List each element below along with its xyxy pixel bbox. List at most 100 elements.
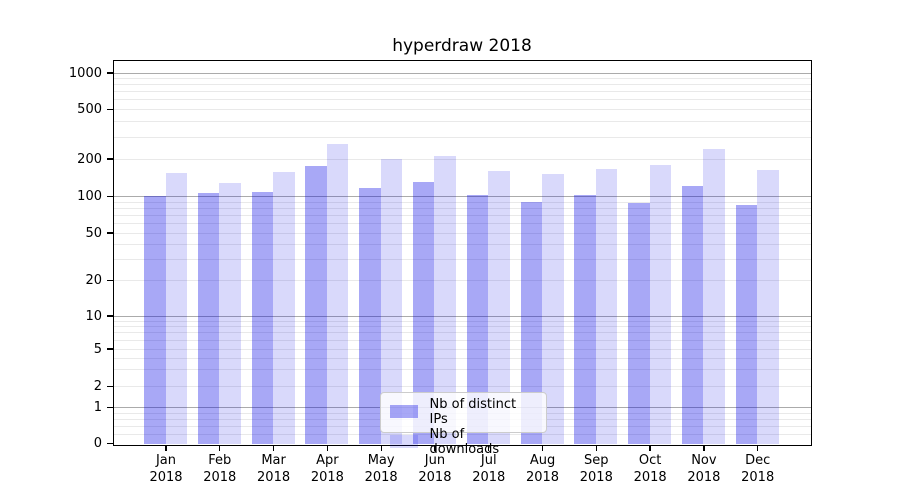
plot-area: Nb of distinct IPs Nb of downloads xyxy=(112,59,812,457)
bar-downloads-aug xyxy=(542,174,564,444)
bar-distinct-ips-aug xyxy=(520,201,543,444)
gridline-minor xyxy=(113,84,811,86)
x-tick-label: Oct 2018 xyxy=(633,453,667,485)
gridline-minor xyxy=(113,339,811,341)
bar-downloads-oct xyxy=(649,165,672,444)
bar-downloads-jul xyxy=(488,170,510,444)
gridline-minor xyxy=(113,214,811,216)
y-tick xyxy=(107,348,113,350)
bar-distinct-ips-feb xyxy=(197,193,220,444)
gridline-minor xyxy=(113,78,811,80)
x-tick xyxy=(380,446,382,451)
gridline-minor xyxy=(113,121,811,123)
x-tick xyxy=(541,446,544,451)
x-tick-label: Mar 2018 xyxy=(257,453,291,485)
bar-distinct-ips-oct xyxy=(628,202,650,444)
bar-downloads-may xyxy=(380,158,403,444)
gridline-minor xyxy=(113,232,811,234)
gridline-minor xyxy=(113,109,811,110)
y-tick-label: 1 xyxy=(93,400,102,415)
x-tick xyxy=(434,446,436,451)
gridline-minor xyxy=(113,201,811,203)
y-tick xyxy=(107,158,113,160)
gridline-minor xyxy=(113,369,811,371)
x-tick-label: Jun 2018 xyxy=(418,453,452,485)
x-tick-label: Nov 2018 xyxy=(687,453,721,485)
gridline-minor xyxy=(113,386,811,387)
y-tick-label: 500 xyxy=(77,102,102,117)
y-tick-label: 20 xyxy=(85,273,102,288)
bar-distinct-ips-jan xyxy=(144,196,166,444)
legend-item-distinct-ips: Nb of distinct IPs xyxy=(389,396,537,427)
x-tick xyxy=(326,446,329,451)
y-tick-label: 5 xyxy=(93,341,102,357)
bar-distinct-ips-dec xyxy=(735,205,758,444)
gridline-major xyxy=(113,315,811,317)
x-tick xyxy=(219,446,221,451)
bar-distinct-ips-sep xyxy=(574,195,596,444)
gridline-minor xyxy=(113,244,811,246)
legend-item-downloads: Nb of downloads xyxy=(389,426,537,457)
y-tick xyxy=(107,108,113,111)
gridline-minor xyxy=(113,320,811,322)
y-tick-label: 50 xyxy=(85,225,102,241)
x-tick-label: Dec 2018 xyxy=(741,453,775,485)
bar-distinct-ips-jun xyxy=(412,181,435,444)
x-tick xyxy=(272,446,275,451)
gridline-minor xyxy=(113,280,811,281)
y-tick-label: 0 xyxy=(93,436,102,451)
bar-distinct-ips-mar xyxy=(251,191,274,444)
bar-downloads-feb xyxy=(219,183,241,444)
y-tick-label: 200 xyxy=(77,151,102,167)
y-tick-label: 100 xyxy=(77,189,102,204)
legend-swatch-distinct-ips xyxy=(389,405,418,418)
bar-downloads-dec xyxy=(757,170,779,444)
y-tick xyxy=(107,72,113,74)
bar-downloads-jun xyxy=(434,155,456,444)
x-tick-label: Jul 2018 xyxy=(472,453,506,485)
x-tick-label: Apr 2018 xyxy=(310,453,344,485)
x-tick-label: Sep 2018 xyxy=(579,453,613,485)
bar-downloads-mar xyxy=(273,171,295,444)
chart-title: hyperdraw 2018 xyxy=(392,36,532,56)
bar-downloads-jan xyxy=(165,172,187,444)
x-tick xyxy=(649,446,651,451)
gridline-minor xyxy=(113,434,811,436)
y-tick xyxy=(107,232,113,234)
gridline-minor xyxy=(113,348,811,350)
x-tick-label: Feb 2018 xyxy=(203,453,237,485)
y-tick xyxy=(107,406,113,409)
gridline-minor xyxy=(113,357,811,359)
y-tick xyxy=(107,315,113,317)
x-tick xyxy=(595,446,597,451)
x-tick xyxy=(165,446,167,451)
gridline-minor xyxy=(113,207,811,209)
gridline-minor xyxy=(113,222,811,224)
bar-downloads-sep xyxy=(595,168,618,444)
x-tick xyxy=(703,446,705,451)
y-tick xyxy=(107,442,113,445)
legend-label-downloads: Nb of downloads xyxy=(429,426,500,457)
bar-distinct-ips-nov xyxy=(681,186,704,444)
x-tick-label: May 2018 xyxy=(364,453,398,485)
x-tick xyxy=(488,446,490,451)
y-tick xyxy=(107,195,113,198)
gridline-major xyxy=(113,196,811,197)
legend-swatch-downloads xyxy=(389,435,418,448)
gridline-major xyxy=(113,72,811,74)
gridline-minor xyxy=(113,91,811,93)
y-tick-label: 2 xyxy=(93,379,102,394)
bar-distinct-ips-apr xyxy=(305,165,327,444)
bar-downloads-apr xyxy=(326,144,349,444)
bar-distinct-ips-may xyxy=(359,187,381,444)
y-tick xyxy=(107,385,113,388)
gridline-minor xyxy=(113,136,811,138)
x-tick xyxy=(757,446,759,451)
gridline-minor xyxy=(113,158,811,160)
x-tick-label: Jan 2018 xyxy=(149,453,183,485)
x-tick-label: Aug 2018 xyxy=(525,453,560,485)
legend: Nb of distinct IPs Nb of downloads xyxy=(379,391,547,457)
legend-label-distinct-ips: Nb of distinct IPs xyxy=(429,396,517,427)
bar-downloads-nov xyxy=(703,148,725,444)
